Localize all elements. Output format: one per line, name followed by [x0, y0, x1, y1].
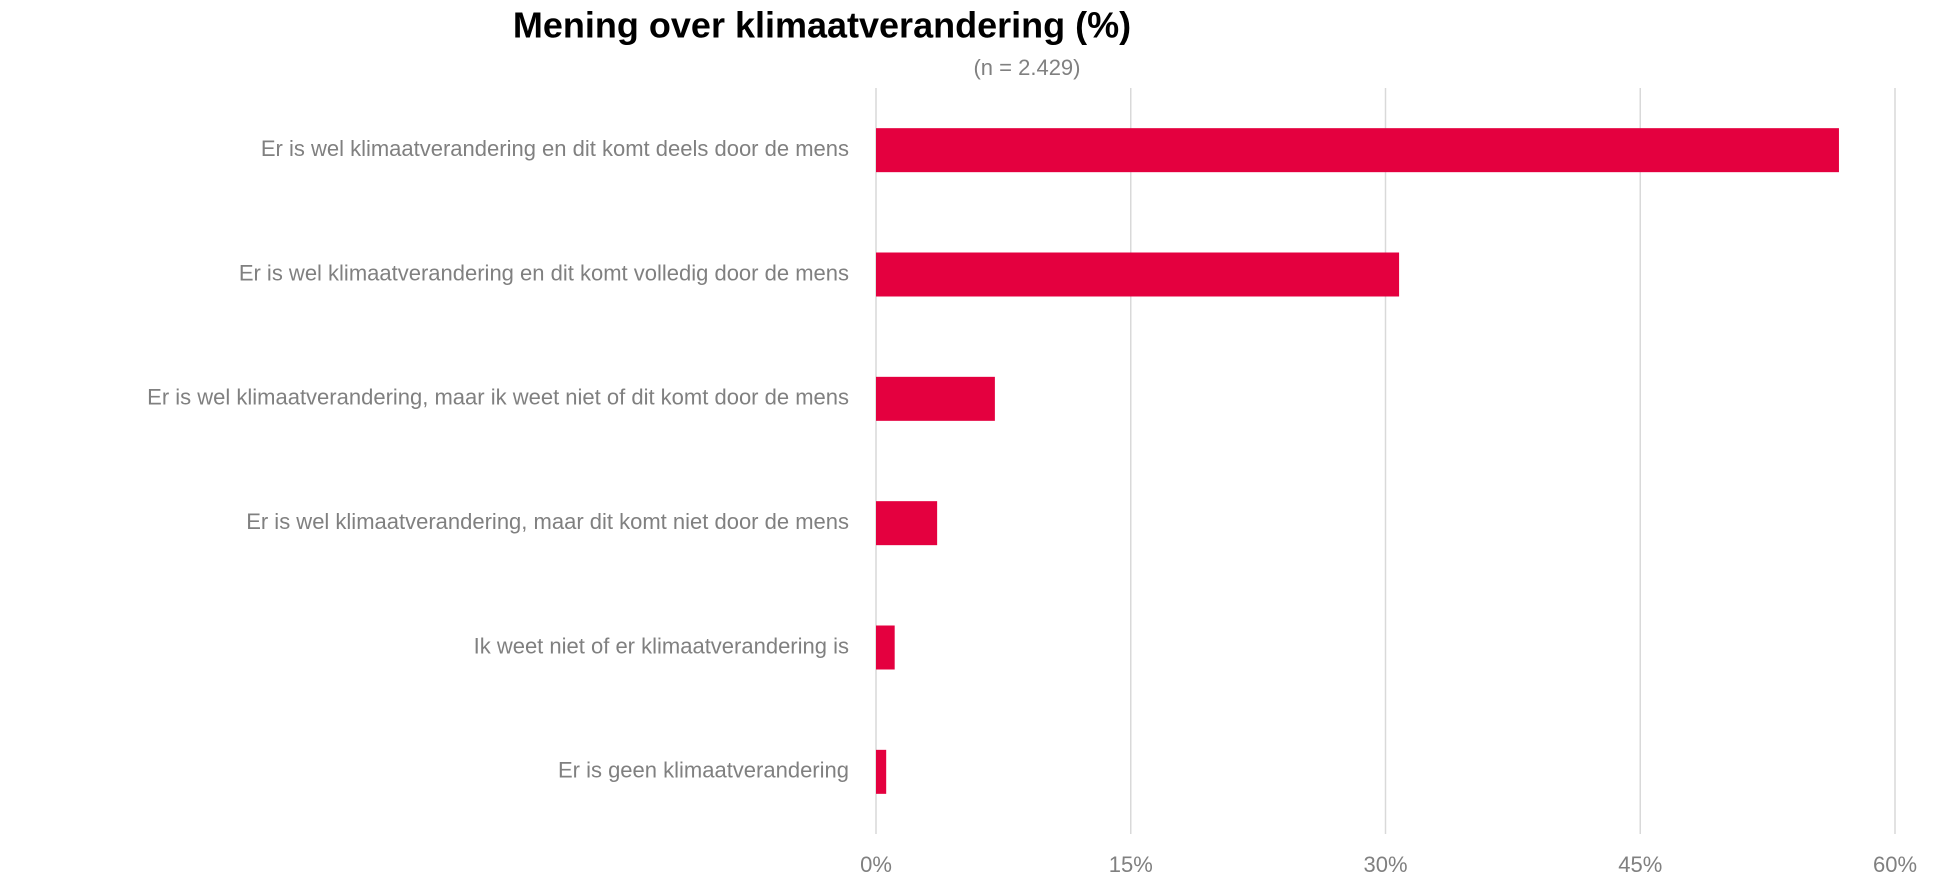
y-tick-label: Ik weet niet of er klimaatverandering is [474, 633, 849, 658]
bar [876, 128, 1839, 173]
y-tick-label: Er is wel klimaatverandering, maar ik we… [147, 385, 849, 410]
y-tick-label: Er is wel klimaatverandering en dit komt… [261, 136, 849, 161]
x-tick-label: 30% [1363, 852, 1407, 877]
bar [876, 376, 995, 421]
chart-title: Mening over klimaatverandering (%) [513, 5, 1131, 46]
y-tick-label: Er is geen klimaatverandering [558, 758, 849, 783]
bar [876, 252, 1400, 297]
bar [876, 501, 938, 546]
x-tick-label: 45% [1618, 852, 1662, 877]
bar [876, 749, 887, 794]
y-tick-label: Er is wel klimaatverandering, maar dit k… [246, 509, 849, 534]
x-tick-label: 0% [860, 852, 892, 877]
x-tick-label: 15% [1109, 852, 1153, 877]
chart-subtitle: (n = 2.429) [973, 55, 1080, 80]
x-tick-label: 60% [1873, 852, 1917, 877]
bar [876, 625, 895, 670]
y-tick-label: Er is wel klimaatverandering en dit komt… [239, 260, 849, 285]
